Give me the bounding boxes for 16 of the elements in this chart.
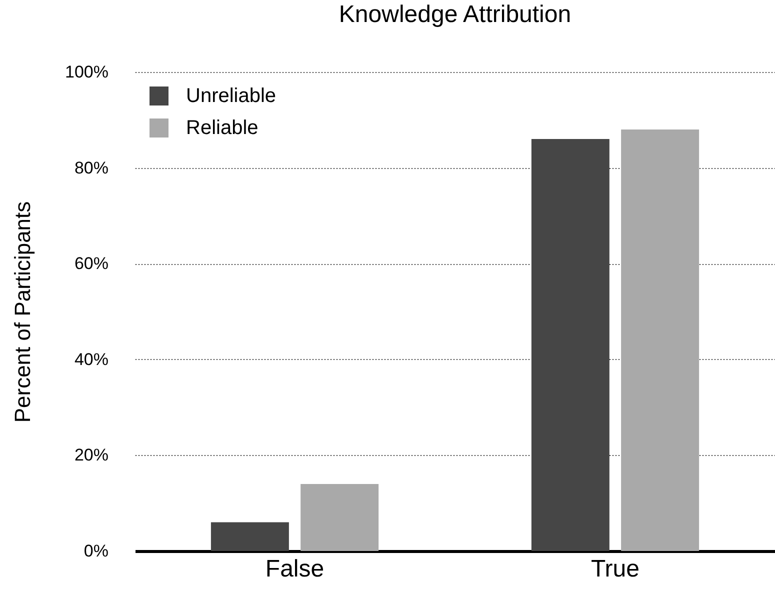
bar [300, 484, 379, 551]
y-tick-label: 100% [65, 62, 108, 82]
chart-title: Knowledge Attribution [338, 1, 572, 28]
y-tick-label: 0% [84, 542, 108, 560]
y-tick-label: 60% [74, 254, 108, 274]
bar [621, 129, 700, 551]
bar [210, 522, 289, 551]
x-tick-label: False [265, 556, 324, 582]
x-tick-label: True [591, 556, 640, 582]
bar [531, 139, 610, 551]
legend-label: Unreliable [186, 85, 276, 107]
y-axis-title: Percent of Participants [10, 201, 36, 423]
legend-label: Reliable [186, 117, 258, 139]
y-tick-label: 40% [74, 350, 108, 369]
y-tick-label: 80% [74, 158, 108, 178]
y-tick-label: 20% [74, 446, 108, 465]
